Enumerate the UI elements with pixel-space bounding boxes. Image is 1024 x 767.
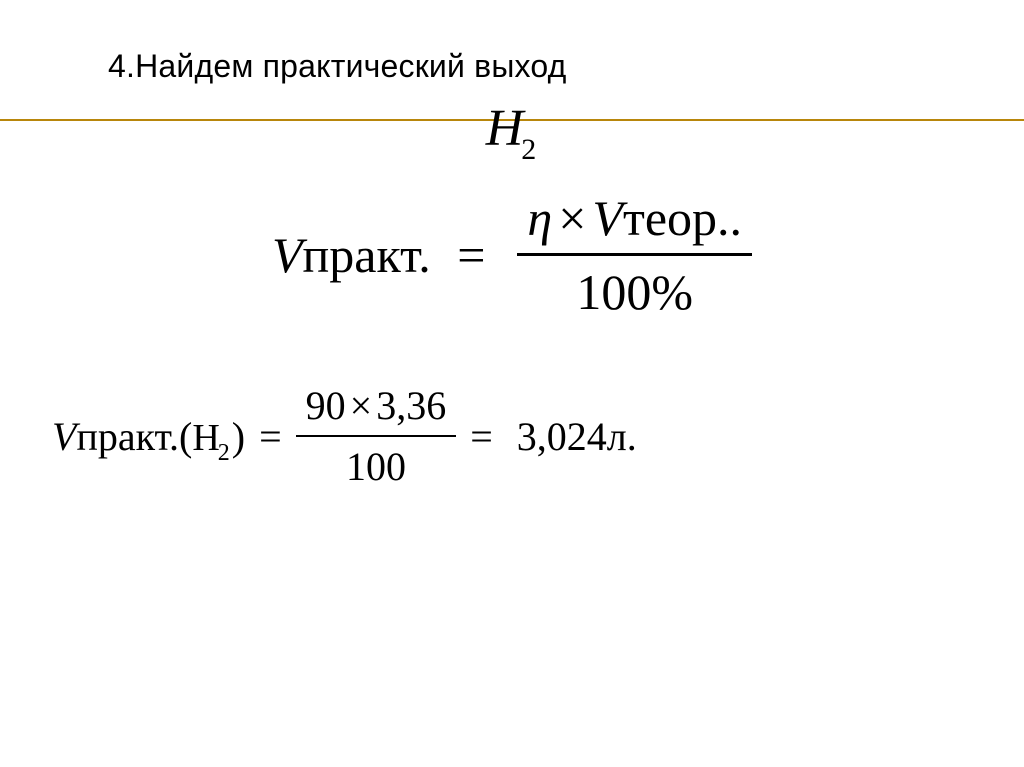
calc-word: практ. (76, 414, 179, 459)
paren-close: ) (232, 414, 245, 459)
lhs-V: V (272, 227, 303, 283)
calc-numerator: 90×3,36 (296, 382, 457, 437)
calc-fraction: 90×3,36 100 (296, 382, 457, 490)
calc-num-b: 3,36 (376, 383, 446, 428)
h2-symbol: H2 (0, 99, 1024, 158)
calc-equals-2: = (470, 413, 493, 460)
calc-H: H (192, 417, 219, 459)
formula-numerator: η×Vтеор.. (517, 192, 752, 256)
formula-fraction: η×Vтеор.. 100% (517, 192, 752, 318)
mult-symbol: × (558, 190, 586, 246)
calc-result: 3,024л. (517, 413, 637, 460)
num-word: теор.. (623, 190, 742, 246)
formula-row: Vпракт. = η×Vтеор.. 100% (0, 192, 1024, 318)
calc-num-a: 90 (306, 383, 346, 428)
formula-equals: = (457, 227, 485, 283)
calc-equals-1: = (259, 413, 282, 460)
calc-mult: × (350, 383, 373, 428)
formula-lhs: Vпракт. = (272, 226, 499, 284)
calculation-row: Vпракт.(H2) = 90×3,36 100 = 3,024л. (0, 382, 1024, 490)
h2-letter: H (486, 99, 524, 158)
h2-subscript: 2 (521, 133, 536, 167)
calc-V: V (52, 414, 76, 459)
eta-symbol: η (527, 190, 552, 246)
num-V: V (592, 190, 623, 246)
calc-sub: 2 (218, 440, 230, 466)
equation-area: H2 Vпракт. = η×Vтеор.. 100% Vпракт.(H2) … (0, 121, 1024, 490)
paren-open: ( (179, 414, 192, 459)
calc-denominator: 100 (336, 437, 416, 490)
lhs-word: практ. (303, 227, 431, 283)
calc-lhs: Vпракт.(H2) (52, 413, 245, 460)
formula-denominator: 100% (566, 256, 703, 319)
slide: 4.Найдем практический выход H2 Vпракт. =… (0, 0, 1024, 767)
slide-title: 4.Найдем практический выход (0, 48, 1024, 85)
